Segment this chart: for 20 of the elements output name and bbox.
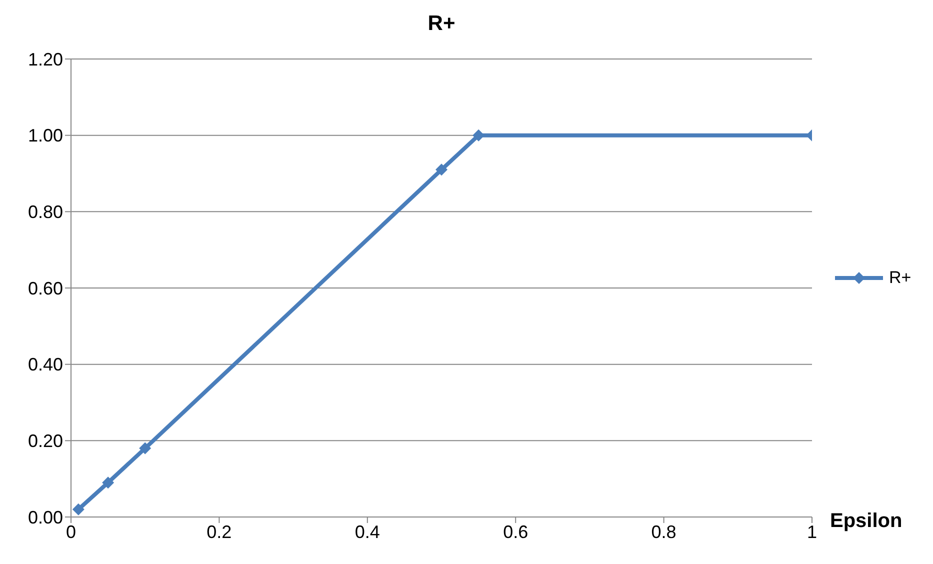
x-axis-title: Epsilon xyxy=(830,510,902,533)
point xyxy=(102,476,114,489)
x-tick-label: 0.4 xyxy=(354,522,380,542)
y-tick-label: 0.20 xyxy=(28,431,63,452)
point xyxy=(139,442,152,454)
x-tick-label: 1 xyxy=(806,522,818,542)
y-tick-label: 0.00 xyxy=(28,507,63,528)
point xyxy=(436,164,448,176)
x-tick-label: 0.6 xyxy=(503,522,528,542)
legend-label: R+ xyxy=(889,268,912,288)
y-tick-label: 1.00 xyxy=(28,126,63,146)
y-tick-label: 0.80 xyxy=(28,202,63,222)
point xyxy=(72,503,84,516)
y-tick-label: 0.40 xyxy=(28,354,63,375)
chart-title: R+ xyxy=(426,12,456,36)
y-tick-label: 1.20 xyxy=(28,49,63,70)
y-tick-label: 0.60 xyxy=(28,278,63,298)
x-tick-label: 0 xyxy=(66,522,76,542)
x-tick-label: 0.8 xyxy=(651,522,676,542)
x-tick-label: 0.2 xyxy=(206,522,232,542)
